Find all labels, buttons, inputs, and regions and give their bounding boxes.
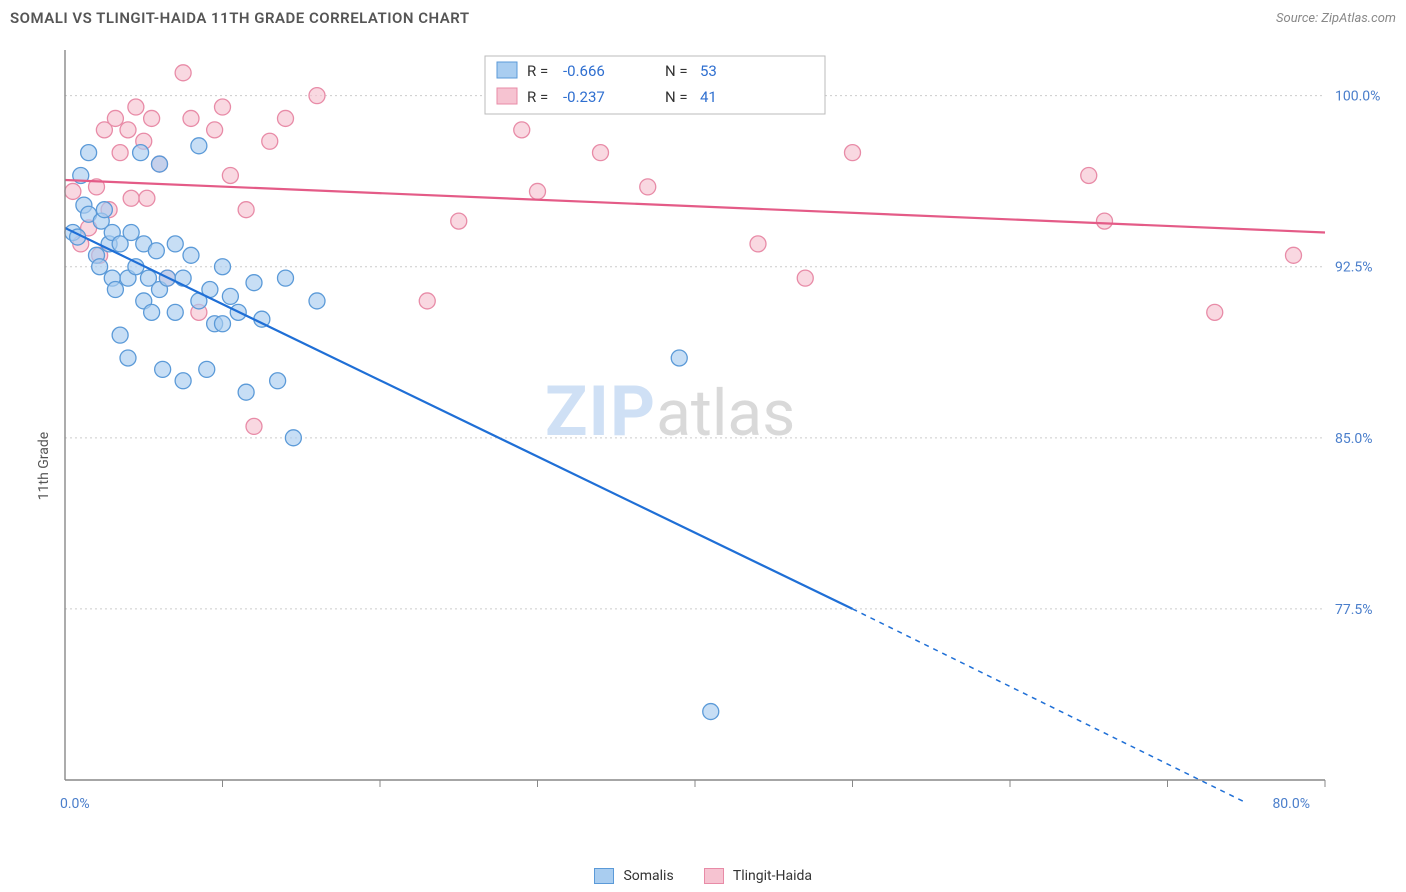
legend-swatch-icon: [704, 868, 724, 884]
scatter-point-tlingit: [1097, 213, 1113, 229]
ytick-label: 77.5%: [1335, 602, 1373, 618]
stats-legend-n-value: 53: [700, 62, 717, 80]
scatter-point-somalis: [671, 350, 687, 366]
stats-legend-swatch-icon: [497, 88, 517, 104]
scatter-point-tlingit: [107, 110, 123, 126]
stats-legend-r-label: R =: [527, 88, 548, 106]
legend-label: Tlingit-Haida: [733, 868, 812, 884]
ytick-label: 85.0%: [1335, 431, 1373, 447]
scatter-point-tlingit: [123, 190, 139, 206]
ytick-label: 100.0%: [1335, 89, 1380, 105]
scatter-point-somalis: [175, 373, 191, 389]
scatter-point-somalis: [199, 361, 215, 377]
scatter-plot: ZIPatlas 77.5%85.0%92.5%100.0%0.0%80.0% …: [55, 40, 1395, 840]
scatter-point-somalis: [81, 145, 97, 161]
scatter-point-tlingit: [139, 190, 155, 206]
scatter-point-tlingit: [262, 133, 278, 149]
xtick-label: 80.0%: [1272, 796, 1310, 812]
scatter-point-somalis: [123, 225, 139, 241]
scatter-point-tlingit: [640, 179, 656, 195]
chart-container: SOMALI VS TLINGIT-HAIDA 11TH GRADE CORRE…: [0, 0, 1406, 892]
scatter-point-somalis: [191, 138, 207, 154]
bottom-legend-item-tlingit: Tlingit-Haida: [704, 868, 812, 884]
trend-line-dashed-somalis: [853, 609, 1247, 803]
legend-label: Somalis: [623, 868, 673, 884]
scatter-point-tlingit: [112, 145, 128, 161]
scatter-point-tlingit: [593, 145, 609, 161]
scatter-point-tlingit: [215, 99, 231, 115]
watermark: ZIPatlas: [545, 371, 795, 453]
scatter-point-tlingit: [309, 88, 325, 104]
scatter-point-tlingit: [750, 236, 766, 252]
scatter-point-tlingit: [65, 183, 81, 199]
stats-legend-r-value: -0.237: [563, 88, 605, 106]
scatter-point-tlingit: [207, 122, 223, 138]
chart-title: SOMALI VS TLINGIT-HAIDA 11TH GRADE CORRE…: [10, 9, 470, 27]
bottom-legend: Somalis Tlingit-Haida: [0, 868, 1406, 884]
stats-legend: R = -0.666 N = 53 R = -0.237 N = 41: [485, 56, 825, 114]
scatter-point-tlingit: [238, 202, 254, 218]
y-axis-label: 11th Grade: [36, 432, 52, 500]
scatter-point-tlingit: [222, 167, 238, 183]
trend-lines: [65, 180, 1325, 803]
scatter-point-tlingit: [128, 99, 144, 115]
scatter-point-tlingit: [175, 65, 191, 81]
scatter-point-tlingit: [419, 293, 435, 309]
chart-header: SOMALI VS TLINGIT-HAIDA 11TH GRADE CORRE…: [0, 0, 1406, 36]
scatter-point-somalis: [120, 350, 136, 366]
stats-legend-swatch-icon: [497, 62, 517, 78]
scatter-point-somalis: [703, 704, 719, 720]
scatter-point-somalis: [148, 243, 164, 259]
scatter-point-tlingit: [1286, 247, 1302, 263]
scatter-point-tlingit: [530, 183, 546, 199]
scatter-point-somalis: [222, 288, 238, 304]
plot-area: 11th Grade ZIPatlas 77.5% 85.0% 92.5% 100.0…: [0, 40, 1406, 892]
legend-swatch-icon: [594, 868, 614, 884]
stats-legend-n-value: 41: [700, 88, 717, 106]
scatter-point-somalis: [92, 259, 108, 275]
scatter-point-somalis: [152, 156, 168, 172]
scatter-point-somalis: [175, 270, 191, 286]
scatter-point-somalis: [285, 430, 301, 446]
stats-legend-n-label: N =: [665, 88, 688, 106]
chart-source: Source: ZipAtlas.com: [1276, 11, 1396, 26]
scatter-point-tlingit: [144, 110, 160, 126]
scatter-point-tlingit: [1081, 167, 1097, 183]
scatter-point-tlingit: [120, 122, 136, 138]
scatter-point-somalis: [238, 384, 254, 400]
scatter-point-somalis: [107, 282, 123, 298]
scatter-point-somalis: [246, 275, 262, 291]
scatter-point-somalis: [167, 236, 183, 252]
scatter-point-tlingit: [797, 270, 813, 286]
scatter-point-somalis: [112, 327, 128, 343]
xtick-label: 0.0%: [60, 796, 90, 812]
bottom-legend-item-somalis: Somalis: [594, 868, 674, 884]
scatter-point-somalis: [270, 373, 286, 389]
scatter-point-somalis: [215, 259, 231, 275]
scatter-point-somalis: [183, 247, 199, 263]
scatter-point-tlingit: [514, 122, 530, 138]
scatter-point-somalis: [96, 202, 112, 218]
scatter-point-tlingit: [1207, 304, 1223, 320]
stats-legend-r-label: R =: [527, 62, 548, 80]
stats-legend-n-label: N =: [665, 62, 688, 80]
scatter-point-somalis: [155, 361, 171, 377]
scatter-point-tlingit: [451, 213, 467, 229]
scatter-point-tlingit: [845, 145, 861, 161]
scatter-point-somalis: [133, 145, 149, 161]
stats-legend-r-value: -0.666: [563, 62, 605, 80]
scatter-point-somalis: [144, 304, 160, 320]
scatter-point-somalis: [215, 316, 231, 332]
scatter-point-tlingit: [246, 418, 262, 434]
scatter-point-somalis: [309, 293, 325, 309]
scatter-point-somalis: [167, 304, 183, 320]
scatter-point-tlingit: [278, 110, 294, 126]
scatter-point-tlingit: [183, 110, 199, 126]
ytick-label: 92.5%: [1335, 260, 1373, 276]
scatter-point-somalis: [278, 270, 294, 286]
svg-text:ZIPatlas: ZIPatlas: [545, 371, 795, 453]
